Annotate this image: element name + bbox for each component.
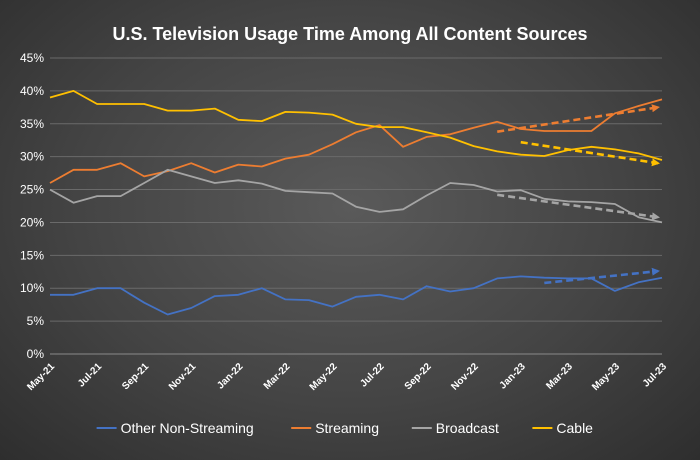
- trend-arrow-streaming: [497, 104, 660, 133]
- series-line-broadcast: [49, 168, 663, 224]
- x-tick-label: Sep-22: [403, 361, 434, 392]
- legend-label: Streaming: [315, 420, 379, 436]
- y-tick-label: 15%: [20, 248, 44, 262]
- legend-label: Cable: [556, 420, 593, 436]
- x-tick-label: Sep-21: [120, 361, 151, 392]
- x-tick-label: Jan-23: [498, 361, 528, 391]
- trend-arrow-other-non-streaming: [544, 267, 660, 285]
- legend-label: Other Non-Streaming: [121, 420, 254, 436]
- series-line-streaming: [49, 98, 663, 184]
- chart-title: U.S. Television Usage Time Among All Con…: [112, 24, 587, 44]
- trend-arrow-cable: [520, 140, 660, 167]
- y-tick-label: 45%: [20, 51, 44, 65]
- x-tick-label: May-23: [590, 361, 622, 393]
- x-tick-label: Jul-22: [358, 361, 387, 390]
- y-tick-label: 25%: [20, 183, 44, 197]
- x-axis: May-21 Jul-21 Sep-21 Nov-21 Jan-22 Mar-22 May-…: [25, 353, 670, 393]
- x-tick-label: Jul-21: [76, 361, 105, 390]
- y-tick-label: 5%: [27, 314, 45, 328]
- x-tick-label: Jul-23: [641, 361, 670, 390]
- x-tick-label: May-21: [25, 361, 57, 393]
- legend: Other Non-Streaming Streaming Broadcast Cab…: [96, 420, 593, 436]
- series-line-other-non-streaming: [50, 275, 663, 316]
- x-tick-label: Jan-22: [215, 361, 245, 391]
- x-tick-label: Mar-22: [262, 361, 293, 392]
- legend-label: Broadcast: [436, 420, 499, 436]
- x-tick-label: May-22: [308, 361, 340, 393]
- x-tick-label: Mar-23: [544, 361, 575, 392]
- y-tick-label: 40%: [20, 84, 44, 98]
- y-tick-label: 10%: [20, 281, 44, 295]
- trend-arrows: [497, 104, 660, 285]
- y-tick-label: 35%: [20, 117, 44, 131]
- gridlines: [50, 57, 662, 355]
- trend-arrow-broadcast: [497, 193, 660, 221]
- y-tick-label: 20%: [20, 215, 44, 229]
- series-lines: [49, 90, 663, 316]
- x-tick-label: Nov-22: [449, 361, 481, 393]
- y-axis: 0% 5% 10% 15% 20% 25% 30% 35% 40% 45%: [20, 51, 44, 361]
- series-line-cable: [49, 90, 663, 161]
- x-tick-label: Nov-21: [167, 361, 199, 393]
- y-tick-label: 0%: [27, 347, 45, 361]
- y-tick-label: 30%: [20, 150, 44, 164]
